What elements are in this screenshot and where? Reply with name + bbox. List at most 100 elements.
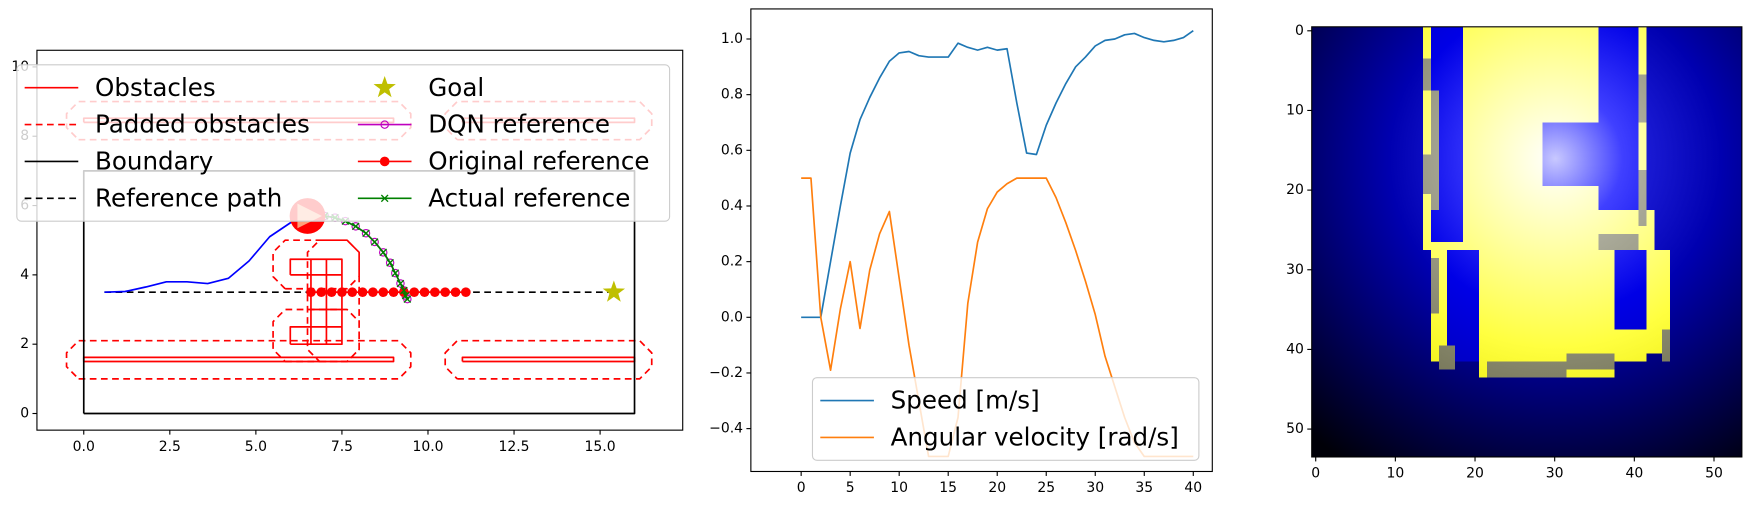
star-marker: [602, 280, 626, 302]
open-marker: [361, 229, 371, 238]
plot-area: [1311, 26, 1742, 457]
dot-marker: [378, 287, 389, 298]
dot-marker: [306, 287, 316, 298]
y-tick-label: −0.4: [709, 421, 743, 437]
y-tick-label: 20: [1286, 182, 1304, 198]
dot-marker: [409, 287, 420, 298]
series-line: [324, 215, 409, 300]
dot-marker: [326, 287, 337, 298]
x-marker: [351, 222, 360, 231]
dot-marker: [357, 287, 368, 298]
x-marker: [396, 279, 405, 288]
x-marker: [362, 229, 370, 238]
x-tick-label: 10.0: [412, 439, 443, 455]
open-marker: [380, 120, 389, 129]
open-marker: [385, 258, 395, 267]
open-marker: [391, 268, 400, 278]
y-tick-label: 0: [20, 406, 29, 422]
y-tick-label: 1.0: [721, 31, 743, 47]
y-tick-label: 0.2: [721, 254, 743, 270]
dot-marker: [316, 287, 327, 298]
image-cell: [1638, 26, 1647, 250]
axes-frame: [36, 49, 684, 431]
x-marker: [379, 248, 388, 257]
legend-label: Boundary: [95, 147, 213, 176]
x-marker: [370, 238, 379, 246]
legend: Speed [m/s] Angular velocity [rad/s]: [811, 377, 1200, 461]
y-tick-label: 50: [1286, 421, 1304, 437]
y-tick-label: 2: [20, 336, 29, 352]
series-line: [104, 216, 302, 294]
x-tick-label: 35: [1135, 480, 1153, 496]
x-tick-label: 0: [797, 480, 806, 496]
x-tick-label: 7.5: [331, 439, 353, 455]
legend-entry: Padded obstacles: [24, 110, 310, 139]
axes-frame: [1311, 26, 1743, 458]
image-cell: [1542, 146, 1639, 187]
x-tick-label: 20: [988, 480, 1006, 496]
x-tick-label: 10: [890, 480, 908, 496]
x-tick-label: 30: [1086, 480, 1104, 496]
image-cell: [1486, 361, 1567, 378]
legend-entry: Boundary: [24, 147, 213, 176]
series-line: [801, 29, 1194, 319]
legend-label: Original reference: [428, 147, 649, 176]
x-marker: [391, 269, 400, 277]
y-tick-label: 0.6: [721, 142, 743, 158]
y-tick-label: 10: [1286, 102, 1304, 118]
dot-marker: [440, 287, 451, 298]
legend-entry: Angular velocity [rad/s]: [820, 423, 1179, 452]
y-tick-label: 40: [1286, 341, 1304, 357]
dot-marker: [337, 287, 347, 298]
image-cell: [1423, 26, 1432, 250]
y-tick-label: 0.0: [721, 309, 743, 325]
image-cell: [1638, 74, 1647, 123]
legend-label: Goal: [428, 73, 484, 102]
dot-marker: [368, 287, 378, 298]
x-marker: [386, 258, 394, 267]
x-tick-label: 15.0: [585, 439, 616, 455]
star-marker: [373, 75, 396, 98]
image-cell: [1431, 257, 1440, 314]
x-tick-label: 30: [1546, 466, 1564, 482]
x-tick-label: 20: [1466, 466, 1484, 482]
legend-entry: Speed [m/s]: [820, 386, 1040, 415]
legend-label: Padded obstacles: [95, 110, 310, 139]
image-cell: [1614, 329, 1647, 362]
y-tick-label: −0.2: [709, 365, 743, 381]
image-cell: [1638, 170, 1647, 226]
axes-frame: [750, 8, 1213, 473]
y-tick-label: 0.4: [721, 198, 743, 214]
y-tick-label: 0.8: [721, 87, 743, 103]
x-tick-label: 5: [846, 480, 855, 496]
x-tick-label: 5.0: [245, 439, 267, 455]
x-tick-label: 25: [1037, 480, 1055, 496]
legend-label: DQN reference: [428, 110, 610, 139]
x-tick-label: 50: [1705, 466, 1723, 482]
x-tick-label: 12.5: [499, 439, 530, 455]
legend-entry: Original reference: [357, 147, 649, 176]
x-tick-label: 2.5: [159, 439, 181, 455]
image-cell: [1431, 90, 1440, 211]
image-cell: [1598, 233, 1639, 250]
image-cell: [1423, 58, 1432, 91]
legend-entry: Reference path: [24, 183, 282, 212]
y-tick-label: 4: [20, 267, 29, 283]
legend-entry: DQN reference: [357, 110, 610, 139]
image-cell: [1646, 249, 1671, 354]
x-tick-label: 40: [1184, 480, 1202, 496]
series-line: [324, 215, 409, 300]
y-tick-label: 0: [1295, 23, 1304, 39]
legend-label: Obstacles: [95, 73, 216, 102]
image-cell: [1566, 353, 1615, 370]
series-line: [65, 100, 653, 380]
dot-marker: [450, 287, 461, 298]
open-marker: [351, 222, 360, 231]
legend-label: Reference path: [95, 183, 282, 212]
dot-marker: [461, 287, 471, 298]
image-cell: [1614, 249, 1647, 330]
image-cell: [1447, 249, 1480, 362]
legend-entry: Goal: [373, 73, 484, 102]
x-marker: [403, 295, 412, 303]
